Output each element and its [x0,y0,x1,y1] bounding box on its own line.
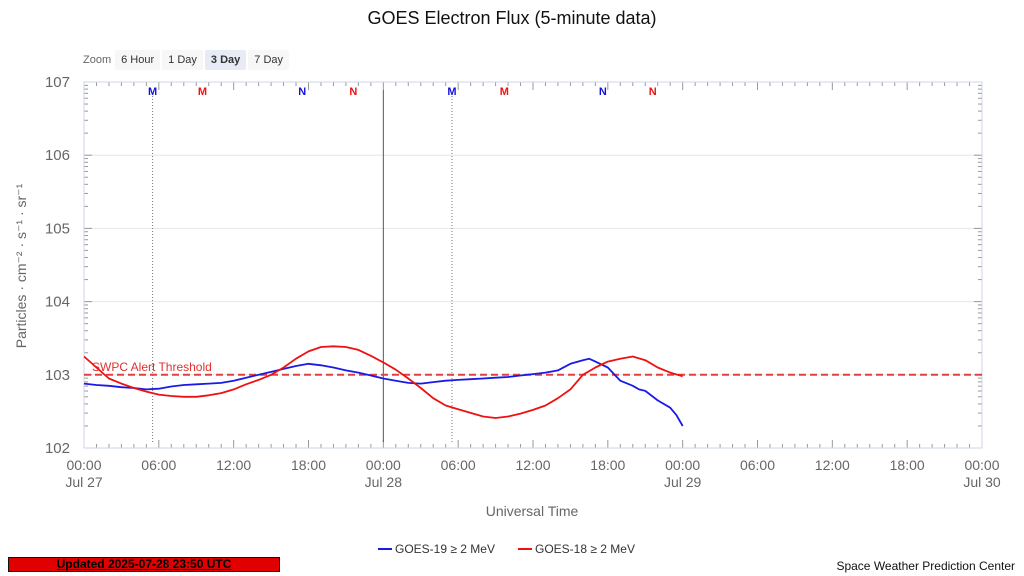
y-axis-title: Particles · cm⁻² · s⁻¹ · sr⁻¹ [13,183,29,348]
zoom-3-day-button[interactable]: 3 Day [204,50,247,70]
legend-label: GOES-19 ≥ 2 MeV [395,542,495,556]
y-tick-label: 105 [45,220,70,237]
zoom-1-day-button[interactable]: 1 Day [162,50,203,70]
marker-m: M [447,86,456,98]
marker-m: M [500,86,509,98]
x-tick-label: 06:00 [441,457,476,473]
y-tick-label: 107 [45,74,70,91]
zoom-label: Zoom [83,54,112,66]
x-tick-label: 00:00 [964,457,999,473]
x-tick-date-label: Jul 29 [664,474,702,490]
marker-n: N [349,86,357,98]
plot-area: SWPC Alert Threshold M M N N M M N N 107 106 105 104… [45,74,1001,490]
legend: GOES-19 ≥ 2 MeV GOES-18 ≥ 2 MeV [378,542,635,556]
marker-n: N [649,86,657,98]
x-tick-label: 18:00 [890,457,925,473]
y-tick-label: 102 [45,440,70,457]
threshold-label: SWPC Alert Threshold [92,360,212,374]
credit-text: Space Weather Prediction Center [836,559,1015,573]
marker-m: M [148,86,157,98]
x-tick-label: 12:00 [216,457,251,473]
x-tick-label: 12:00 [815,457,850,473]
marker-n: N [298,86,306,98]
x-tick-date-label: Jul 28 [365,474,403,490]
x-tick-label: 00:00 [66,457,101,473]
y-tick-label: 104 [45,294,70,311]
y-tick-label: 106 [45,147,70,164]
updated-timestamp: Updated 2025-07-28 23:50 UTC [8,557,280,572]
x-tick-label: 00:00 [366,457,401,473]
x-tick-date-label: Jul 30 [963,474,1001,490]
zoom-7-day-button[interactable]: 7 Day [248,50,290,70]
zoom-6-hour-button[interactable]: 6 Hour [115,50,161,70]
x-tick-date-label: Jul 27 [65,474,103,490]
series-line-goes-18 [83,345,683,419]
x-tick-label: 12:00 [515,457,550,473]
marker-n: N [599,86,607,98]
x-tick-label: 06:00 [740,457,775,473]
chart-title: GOES Electron Flux (5-minute data) [367,8,656,28]
x-tick-label: 00:00 [665,457,700,473]
x-axis-title: Universal Time [486,503,579,519]
x-tick-label: 06:00 [141,457,176,473]
x-tick-label: 18:00 [291,457,326,473]
x-tick-label: 18:00 [590,457,625,473]
legend-label: GOES-18 ≥ 2 MeV [535,542,635,556]
plot-frame [83,81,983,449]
marker-m: M [198,86,207,98]
zoom-bar: Zoom 6 Hour 1 Day 3 Day 7 Day [83,50,291,70]
y-tick-label: 103 [45,367,70,384]
